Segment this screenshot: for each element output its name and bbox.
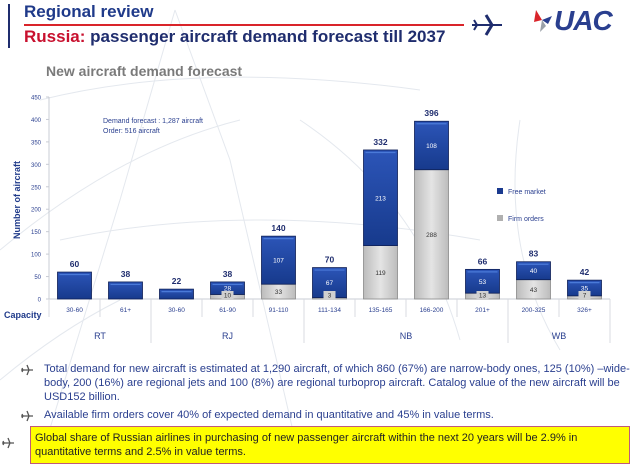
y-tick-label: 0 [38, 298, 42, 304]
x-axis-label: Capacity [4, 310, 42, 320]
bullet-item: Total demand for new aircraft is estimat… [20, 362, 630, 404]
data-label-firm-orders: 10 [224, 293, 232, 300]
x-tick-label: 200-325 [522, 307, 546, 314]
data-label-total: 66 [478, 256, 488, 266]
data-label-firm-orders: 3 [328, 293, 332, 300]
chart-title: New aircraft demand forecast [46, 63, 243, 79]
legend-label-firm-orders: Firm orders [508, 216, 544, 223]
legend-swatch-free-market [497, 188, 503, 194]
x-tick-label: 201+ [475, 307, 490, 314]
x-tick-label: 111-134 [318, 307, 341, 314]
x-tick-label: 91-110 [269, 307, 289, 314]
legend-swatch-firm-orders [497, 215, 503, 221]
bar-free-market [159, 288, 194, 300]
data-label-free-market: 35 [581, 286, 589, 293]
data-label-free-market: 67 [326, 280, 334, 287]
data-label-free-market: 40 [530, 268, 538, 275]
x-tick-label: 30-60 [66, 307, 83, 314]
airplane-bullet-icon [2, 437, 14, 449]
bar-firm-orders [414, 169, 449, 300]
x-tick-label: 326+ [577, 307, 592, 314]
data-label-total: 42 [580, 267, 590, 277]
legend-label-free-market: Free market [508, 189, 546, 196]
y-tick-label: 50 [34, 275, 41, 281]
y-tick-label: 450 [31, 96, 42, 102]
bullet-item: Available firm orders cover 40% of expec… [20, 408, 630, 422]
x-tick-label: 135-165 [369, 307, 393, 314]
bar-free-market [414, 120, 449, 171]
data-label-total: 70 [325, 255, 335, 265]
bar-firm-orders [363, 245, 398, 300]
title-text: passenger aircraft demand forecast till … [85, 27, 446, 46]
annotation-line-2: Order: 516 aircraft [103, 128, 160, 135]
section-title: Regional review [24, 2, 154, 21]
x-tick-label: 61-90 [219, 307, 236, 314]
demand-chart: 0 50 100 150 200 250 300 350 400 450 RT RJ NB WB 30-60… [4, 96, 611, 343]
group-label-rt: RT [94, 331, 106, 341]
data-label-total: 140 [271, 223, 285, 233]
x-tick-label: 30-60 [168, 307, 185, 314]
airplane-bullet-icon [21, 364, 33, 376]
y-tick-label: 350 [31, 140, 42, 146]
y-tick-label: 250 [31, 185, 42, 191]
bar-free-market [108, 281, 143, 300]
x-tick-label: 166-200 [420, 307, 444, 314]
data-label-bg [578, 291, 591, 300]
bullet-text: Global share of Russian airlines in purc… [35, 432, 578, 458]
uac-logo-mark [534, 10, 552, 32]
data-label-bg [323, 291, 336, 300]
bar-free-market [261, 235, 296, 285]
data-label-firm-orders: 33 [275, 289, 283, 296]
data-label-firm-orders: 288 [426, 232, 437, 239]
title-divider [24, 24, 464, 26]
data-label-free-market: 108 [426, 143, 437, 150]
bar-free-market [363, 149, 398, 246]
data-label-firm-orders: 43 [530, 287, 538, 294]
y-axis-label: Number of aircraft [12, 161, 22, 239]
title-accent-bar [8, 4, 10, 48]
y-tick-label: 400 [31, 118, 42, 124]
title-country: Russia: [24, 27, 86, 46]
annotation-line-1: Demand forecast : 1,287 aircraft [103, 118, 203, 125]
data-label-total: 60 [70, 259, 80, 269]
airplane-bullet-icon [21, 410, 33, 422]
bullet-text: Available firm orders cover 40% of expec… [44, 409, 494, 421]
bullet-text: Total demand for new aircraft is estimat… [44, 363, 630, 403]
group-label-wb: WB [552, 331, 567, 341]
data-label-total: 38 [223, 269, 233, 279]
y-tick-label: 150 [31, 230, 42, 236]
data-label-total: 83 [529, 249, 539, 259]
y-tick-label: 100 [31, 253, 42, 259]
data-label-bg [221, 291, 234, 300]
data-label-total: 332 [373, 137, 387, 147]
data-label-free-market: 213 [375, 195, 386, 202]
data-label-free-market: 53 [479, 279, 487, 286]
data-label-free-market: 28 [224, 286, 232, 293]
group-label-nb: NB [400, 331, 413, 341]
data-label-firm-orders: 119 [375, 270, 386, 277]
group-label-rj: RJ [222, 331, 233, 341]
x-tick-label: 61+ [120, 307, 131, 314]
uac-logo-text: UAC [554, 5, 613, 36]
data-label-total: 396 [424, 108, 438, 118]
bullet-item-highlighted: Global share of Russian airlines in purc… [2, 426, 630, 464]
data-label-firm-orders: 13 [479, 293, 487, 300]
data-label-firm-orders: 7 [583, 293, 587, 300]
data-label-total: 38 [121, 269, 131, 279]
data-label-free-market: 107 [273, 258, 284, 265]
page-title: Russia: passenger aircraft demand foreca… [24, 27, 445, 47]
data-label-total: 22 [172, 276, 182, 286]
bar-free-market [516, 261, 551, 281]
y-tick-label: 200 [31, 208, 42, 214]
data-label-bg [476, 291, 489, 300]
y-tick-label: 300 [31, 163, 42, 169]
bullet-list: Total demand for new aircraft is estimat… [2, 362, 630, 468]
bar-free-market [57, 271, 92, 300]
airplane-icon [472, 14, 502, 36]
